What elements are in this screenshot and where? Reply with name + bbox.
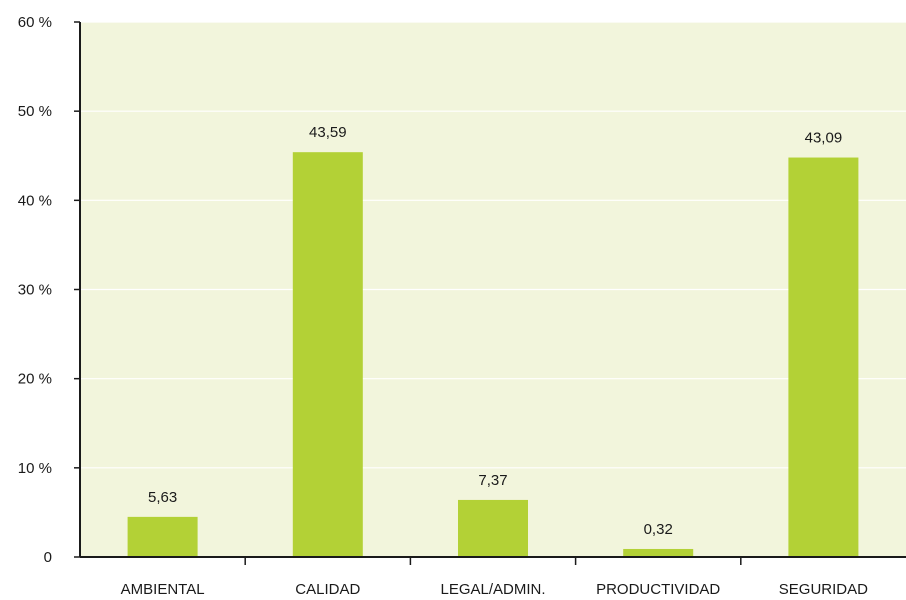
y-tick-label: 60 % bbox=[18, 14, 52, 31]
y-tick-label: 30 % bbox=[18, 282, 52, 299]
data-label: 5,63 bbox=[148, 489, 177, 506]
bar bbox=[127, 516, 198, 557]
data-label: 7,37 bbox=[478, 472, 507, 489]
x-category-label: CALIDAD bbox=[295, 581, 360, 598]
x-category-label: AMBIENTAL bbox=[121, 581, 205, 598]
x-category-label: LEGAL/ADMIN. bbox=[440, 581, 545, 598]
y-tick-label: 50 % bbox=[18, 103, 52, 120]
bar bbox=[623, 548, 694, 557]
data-label: 0,32 bbox=[644, 521, 673, 538]
gridlines bbox=[80, 21, 906, 469]
x-category-label: PRODUCTIVIDAD bbox=[596, 581, 720, 598]
data-label: 43,09 bbox=[805, 130, 843, 147]
y-tick-label: 40 % bbox=[18, 192, 52, 209]
bar bbox=[458, 499, 528, 557]
y-tick-label: 20 % bbox=[18, 371, 52, 388]
x-category-label: SEGURIDAD bbox=[779, 581, 868, 598]
y-tick-label: 10 % bbox=[18, 460, 52, 477]
y-tick-label: 0 bbox=[44, 549, 52, 566]
data-label: 43,59 bbox=[309, 124, 347, 141]
bar bbox=[292, 152, 363, 557]
axes: 0 10 % 20 % 30 % 40 % 50 % 60 % AMBIENTAL CALIDA… bbox=[18, 14, 906, 598]
data-labels: 5,63 43,59 7,37 0,32 43,09 bbox=[148, 124, 842, 538]
bar bbox=[788, 157, 859, 558]
bars bbox=[127, 152, 859, 558]
